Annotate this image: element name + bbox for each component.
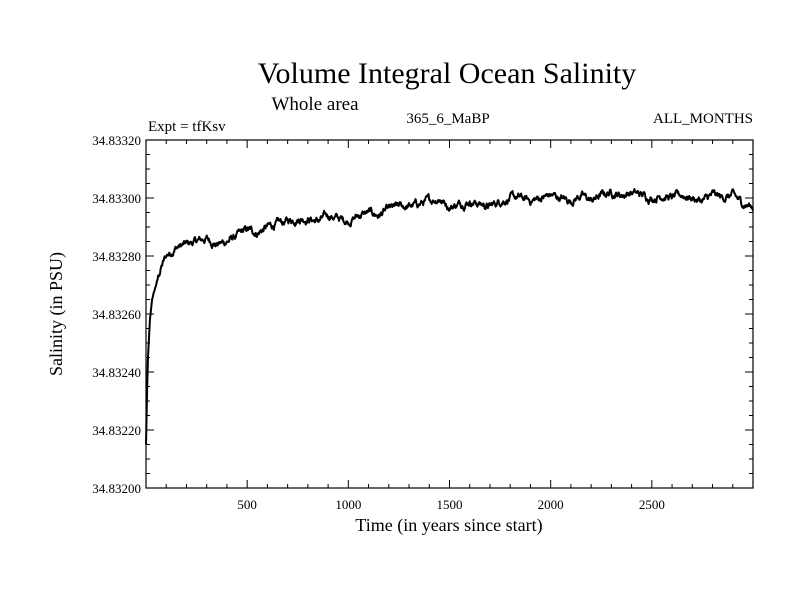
plot-area: 500 1000 1500 2000 2500 34.83200 34.83220 34.83… xyxy=(92,133,754,512)
y-tick-label: 34.83280 xyxy=(92,249,141,264)
x-axis-label: Time (in years since start) xyxy=(355,515,542,536)
x-tick-label: 2500 xyxy=(639,497,665,512)
chart-title: Volume Integral Ocean Salinity xyxy=(258,57,637,90)
x-tick-label: 2000 xyxy=(538,497,564,512)
x-tick-label: 1000 xyxy=(335,497,361,512)
experiment-label: Expt = tfKsv xyxy=(148,119,226,135)
x-tick-label: 500 xyxy=(237,497,257,512)
y-tick-label: 34.83300 xyxy=(92,191,141,206)
y-tick-label: 34.83320 xyxy=(92,133,141,148)
y-tick-label: 34.83260 xyxy=(92,307,141,322)
y-tick-label: 34.83200 xyxy=(92,481,141,496)
run-label: 365_6_MaBP xyxy=(406,111,489,127)
y-tick-label: 34.83220 xyxy=(92,423,141,438)
y-axis-label: Salinity (in PSU) xyxy=(46,252,67,376)
months-label: ALL_MONTHS xyxy=(653,111,753,127)
salinity-series-line xyxy=(145,188,754,445)
x-tick-label: 1500 xyxy=(437,497,463,512)
y-tick-label: 34.83240 xyxy=(92,365,141,380)
axis-ticks: 500 1000 1500 2000 2500 34.83200 34.83220 34.83… xyxy=(92,133,753,512)
chart-subtitle: Whole area xyxy=(271,94,359,115)
plot-frame xyxy=(145,139,754,489)
